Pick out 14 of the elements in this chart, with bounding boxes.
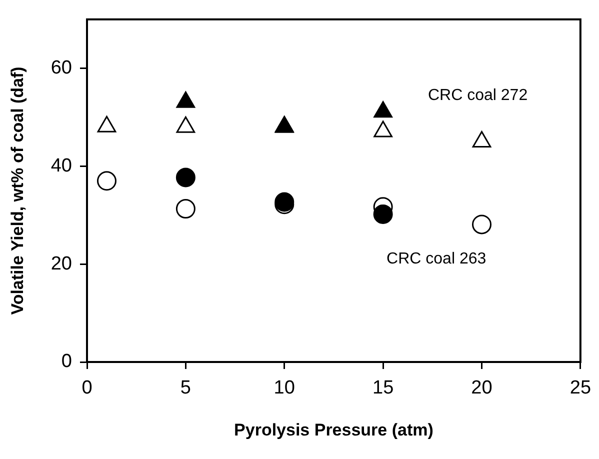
y-tick-label: 0 bbox=[61, 351, 72, 372]
x-tick-label: 20 bbox=[471, 378, 492, 399]
annotation: CRC coal 272 bbox=[428, 86, 528, 104]
x-tick-label: 15 bbox=[372, 378, 394, 399]
x-tick-label: 10 bbox=[274, 378, 295, 399]
annotation: CRC coal 263 bbox=[386, 250, 486, 268]
x-tick-label: 5 bbox=[180, 378, 191, 399]
x-tick-label: 25 bbox=[570, 378, 592, 399]
x-tick-label: 0 bbox=[82, 378, 92, 399]
y-tick-label: 60 bbox=[50, 58, 72, 79]
y-tick-label: 40 bbox=[50, 155, 72, 176]
y-axis-title: Volatile Yield, wt% of coal (daf) bbox=[8, 66, 27, 315]
y-tick-label: 20 bbox=[50, 253, 72, 274]
x-axis-title: Pyrolysis Pressure (atm) bbox=[234, 420, 434, 440]
